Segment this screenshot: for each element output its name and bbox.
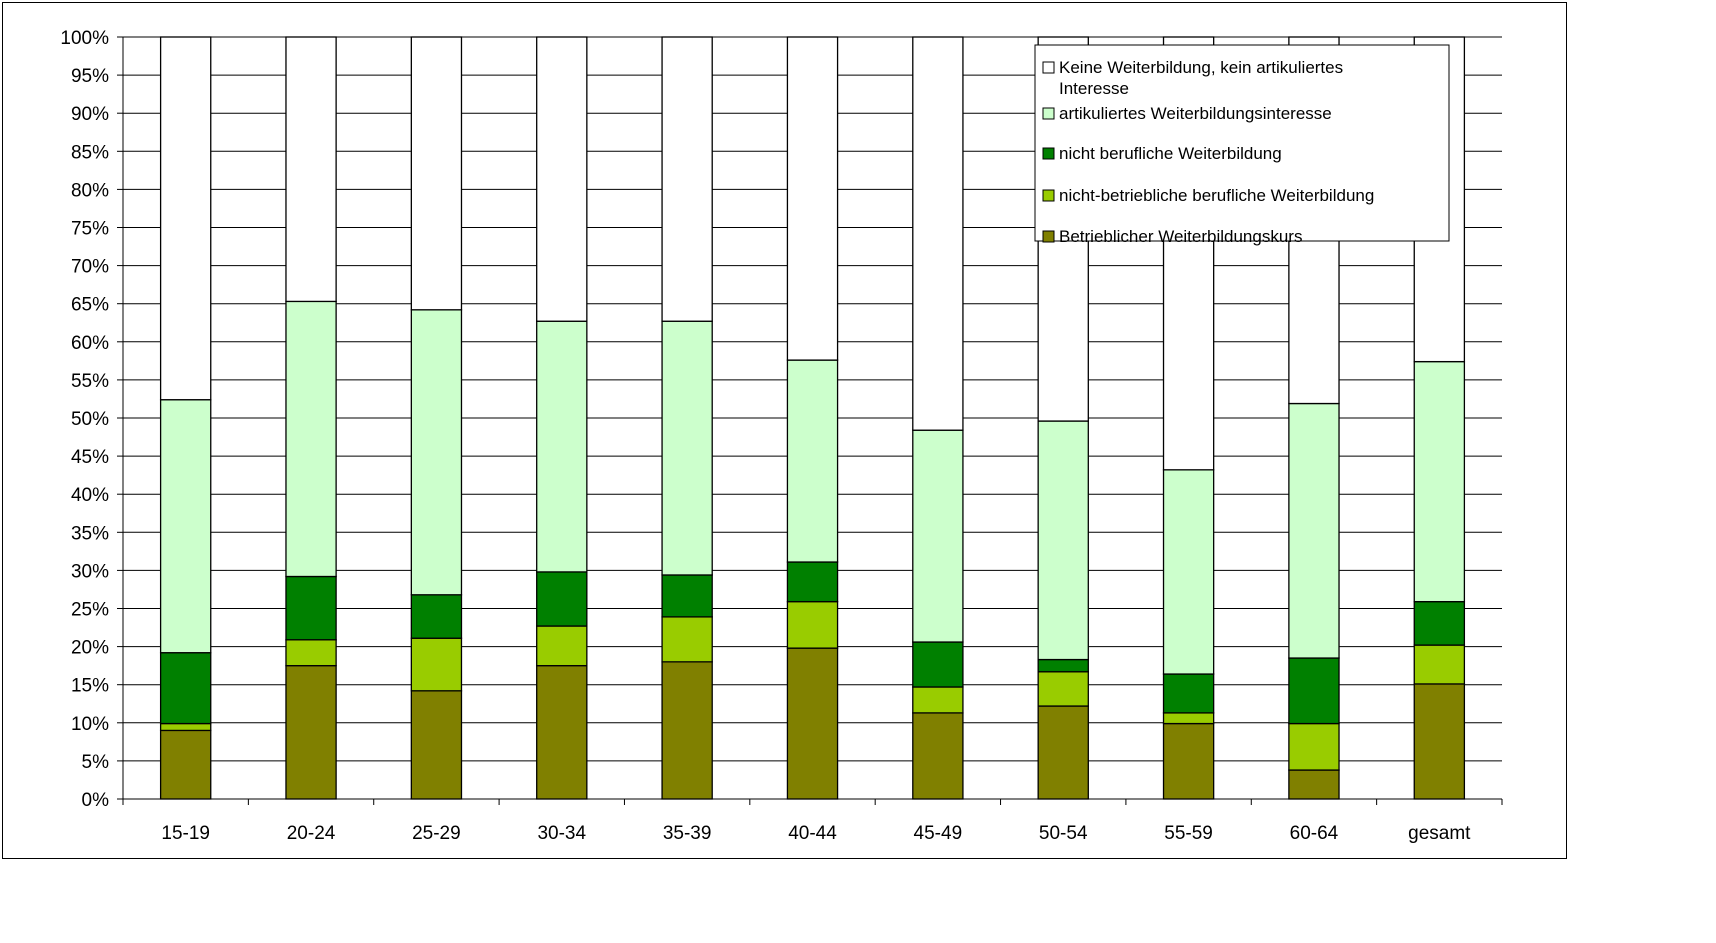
bar-segment [285, 665, 337, 800]
bar-segment [1413, 683, 1466, 800]
bar-segment [786, 561, 839, 603]
bar-segment [1413, 644, 1466, 685]
bar-segment [536, 571, 588, 627]
bar-segment [159, 722, 212, 732]
x-tick-label: 15-19 [161, 823, 210, 844]
bar-segment [159, 399, 212, 654]
legend-label: Interesse [1059, 79, 1129, 98]
bar-segment [786, 600, 839, 649]
y-tick-label: 100% [60, 28, 109, 49]
x-tick-label: 45-49 [914, 823, 963, 844]
bar-segment [1162, 673, 1215, 714]
bar-segment [1162, 469, 1215, 675]
bar-segment [1037, 705, 1089, 800]
bar-segment [912, 429, 964, 643]
legend-label: artikuliertes Weiterbildungsinteresse [1059, 104, 1332, 123]
bar-segment [410, 36, 463, 311]
x-tick-label: 40-44 [788, 823, 837, 844]
bar-segment [1037, 671, 1089, 707]
bar-segment [1162, 712, 1215, 725]
bar-segment [1288, 769, 1340, 800]
bar-segment [1413, 360, 1466, 603]
stacked-bar-chart: 0% 5% 10% 15% 20% 25% 30% 35% 40% 45% 50% 55% 60% 65%… [60, 28, 1503, 844]
y-tick-label: 20% [71, 638, 109, 659]
bar-segment [661, 616, 713, 663]
bar-segment [1288, 722, 1340, 771]
bar-segment [912, 686, 964, 714]
y-tick-label: 80% [71, 180, 109, 201]
y-tick-label: 70% [71, 257, 109, 278]
bar-segment [285, 36, 337, 303]
y-tick-label: 75% [71, 219, 109, 240]
bar-segment [410, 637, 463, 692]
bar-segment [1288, 657, 1340, 725]
bar-segment [912, 36, 964, 431]
y-tick-label: 95% [71, 66, 109, 87]
bar-segment [159, 652, 212, 725]
bar-segment [285, 575, 337, 641]
bar-segment [661, 574, 713, 618]
bar-segment [285, 300, 337, 578]
y-tick-label: 90% [71, 104, 109, 125]
y-tick-label: 50% [71, 409, 109, 430]
y-tick-label: 10% [71, 714, 109, 735]
bar-segment [1037, 420, 1089, 661]
x-tick-label: 55-59 [1164, 823, 1213, 844]
x-tick-label: 60-64 [1290, 823, 1339, 844]
y-tick-label: 15% [71, 676, 109, 697]
legend-swatch [1042, 189, 1055, 202]
bar-segment [661, 36, 713, 322]
bar-segment [410, 309, 463, 596]
legend-label: nicht berufliche Weiterbildung [1059, 144, 1282, 163]
bar-segment [536, 625, 588, 667]
x-tick-label: 20-24 [287, 823, 336, 844]
y-tick-label: 55% [71, 371, 109, 392]
y-tick-label: 40% [71, 485, 109, 506]
bar-segment [159, 729, 212, 800]
y-tick-label: 35% [71, 523, 109, 544]
bar-segment [786, 36, 839, 361]
bar-segment [661, 320, 713, 576]
bar-segment [410, 594, 463, 639]
legend-swatch [1042, 147, 1055, 160]
bar-segment [159, 36, 212, 401]
x-tick-label: gesamt [1408, 823, 1471, 844]
bar-segment [786, 647, 839, 800]
legend-swatch [1042, 230, 1055, 243]
bar-segment [536, 320, 588, 573]
x-tick-label: 25-29 [412, 823, 461, 844]
legend: Keine Weiterbildung, kein artikuliertes I… [1034, 44, 1450, 246]
y-tick-label: 60% [71, 333, 109, 354]
bar-segment [1162, 722, 1215, 800]
axes: 0% 5% 10% 15% 20% 25% 30% 35% 40% 45% 50% 55% 60% 65%… [60, 28, 1503, 844]
bar-segment [912, 641, 964, 688]
legend-box [1034, 44, 1450, 242]
legend-swatch [1042, 61, 1055, 74]
bar-segment [285, 639, 337, 667]
bar-segment [410, 690, 463, 800]
legend-label: Betrieblicher Weiterbildungskurs [1059, 227, 1302, 246]
y-tick-label: 30% [71, 561, 109, 582]
bar-segment [661, 661, 713, 800]
x-tick-label: 50-54 [1039, 823, 1088, 844]
y-tick-label: 85% [71, 142, 109, 163]
bar-segment [1037, 658, 1089, 673]
bar-segment [536, 665, 588, 800]
legend-label: Keine Weiterbildung, kein artikuliertes [1059, 58, 1343, 77]
chart-frame: 0% 5% 10% 15% 20% 25% 30% 35% 40% 45% 50% 55% 60% 65%… [2, 2, 1567, 859]
x-tick-label: 35-39 [663, 823, 712, 844]
bar-segment [912, 712, 964, 800]
bar-segment [1288, 402, 1340, 659]
y-tick-label: 5% [82, 752, 110, 773]
bar-segment [786, 359, 839, 563]
y-tick-label: 0% [82, 790, 110, 811]
y-tick-label: 25% [71, 600, 109, 621]
bar-segment [1413, 600, 1466, 646]
y-tick-label: 45% [71, 447, 109, 468]
legend-label: nicht-betriebliche berufliche Weiterbild… [1059, 186, 1374, 205]
bar-segment [536, 36, 588, 322]
legend-swatch [1042, 107, 1055, 120]
y-tick-label: 65% [71, 295, 109, 316]
x-tick-label: 30-34 [537, 823, 586, 844]
